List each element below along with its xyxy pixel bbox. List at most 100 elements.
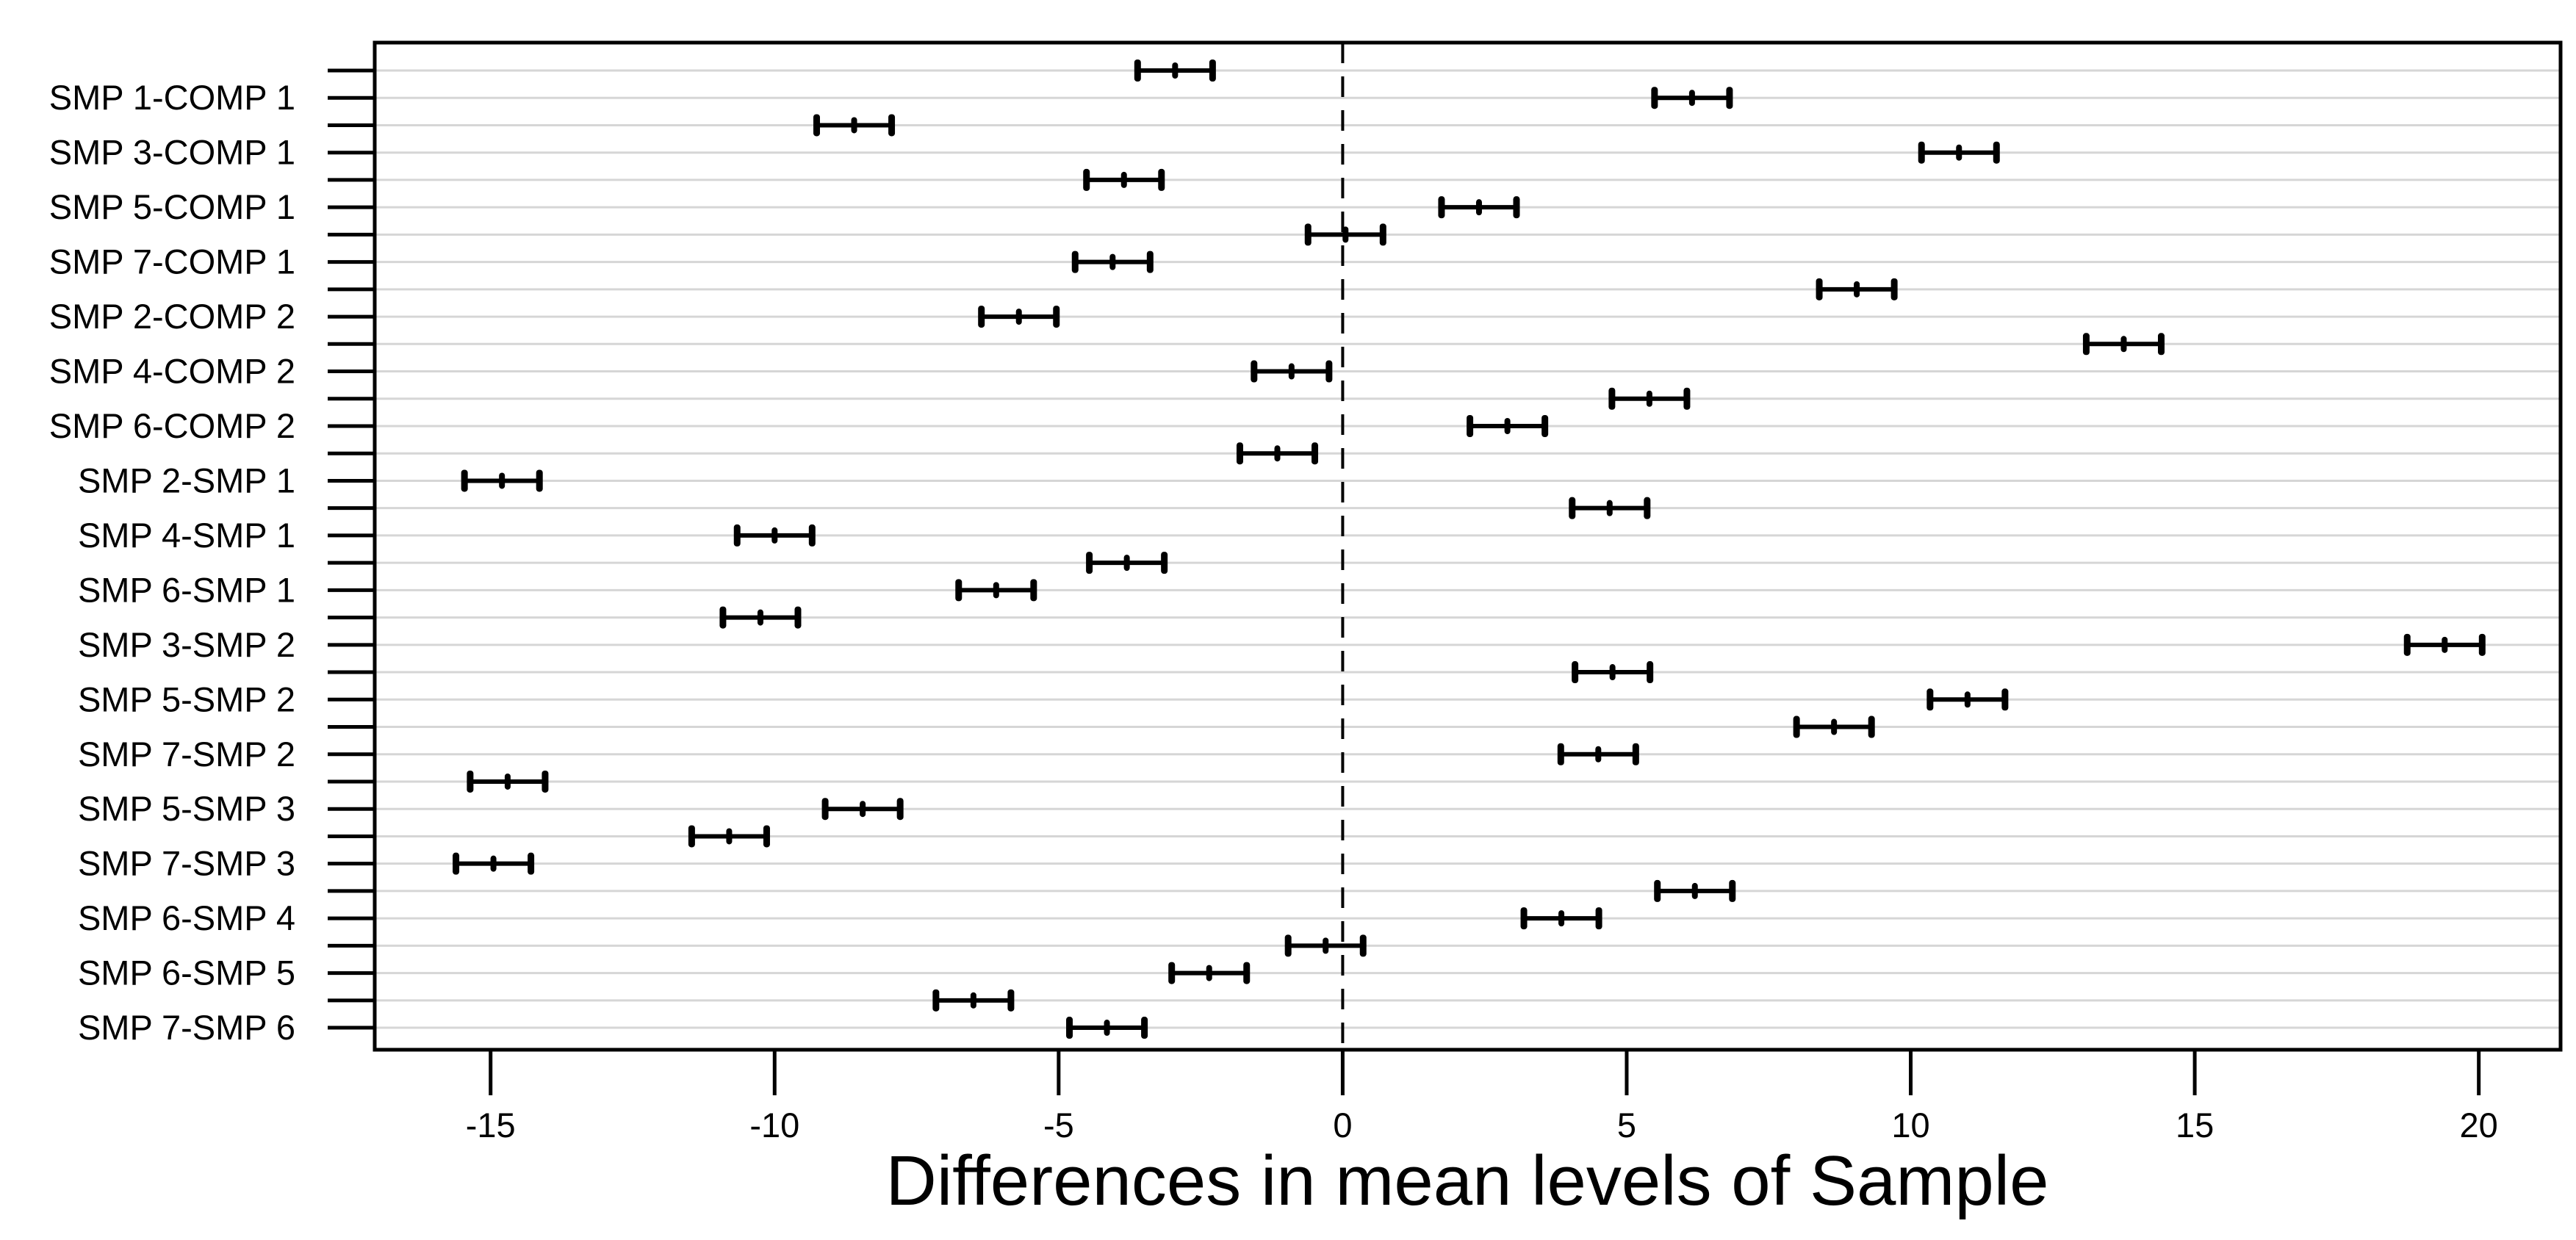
y-axis-label: SMP 7-SMP 2: [78, 735, 295, 774]
interval-lower-cap: [1251, 360, 1258, 383]
gridlines-layer: [375, 69, 2561, 1029]
y-axis-label: SMP 7-SMP 6: [78, 1008, 295, 1047]
interval-center-marker: [1288, 363, 1295, 380]
interval-upper-cap: [1644, 497, 1651, 519]
interval-upper-cap: [1683, 387, 1691, 410]
interval-row: [813, 114, 896, 137]
interval-center-marker: [851, 117, 857, 134]
interval-row: [1926, 688, 2009, 711]
interval-row: [2403, 633, 2486, 656]
interval-row: [1083, 168, 1165, 191]
interval-center-marker: [1109, 253, 1116, 270]
y-axis-label: SMP 7-SMP 3: [78, 844, 295, 883]
interval-row: [719, 606, 802, 629]
y-axis-label: SMP 3-SMP 2: [78, 625, 295, 664]
interval-upper-cap: [1312, 442, 1319, 465]
interval-center-marker: [1274, 445, 1281, 462]
interval-center-marker: [970, 992, 976, 1009]
interval-row: [1793, 715, 1875, 738]
interval-lower-cap: [461, 469, 468, 492]
interval-center-marker: [1172, 62, 1179, 79]
interval-upper-cap: [1359, 934, 1367, 957]
interval-upper-cap: [896, 798, 904, 821]
interval-upper-cap: [528, 852, 535, 875]
y-axis-label: SMP 3-COMP 1: [49, 133, 295, 172]
interval-row: [467, 770, 549, 793]
intervals-layer: [453, 60, 2486, 1039]
interval-upper-cap: [1243, 962, 1251, 984]
x-axis-title: Differences in mean levels of Sample: [885, 1142, 2048, 1220]
interval-center-marker: [1595, 746, 1602, 763]
y-axis-label: SMP 6-COMP 2: [49, 406, 295, 445]
interval-lower-cap: [1467, 414, 1474, 437]
interval-upper-cap: [2157, 333, 2165, 356]
interval-row: [1168, 962, 1251, 984]
interval-row: [1816, 278, 1898, 300]
interval-row: [1284, 934, 1367, 957]
interval-lower-cap: [955, 579, 963, 602]
interval-lower-cap: [1066, 1017, 1073, 1039]
interval-row: [1438, 196, 1520, 219]
interval-row: [1651, 87, 1733, 109]
interval-center-marker: [771, 527, 778, 544]
y-axis-label: SMP 1-COMP 1: [49, 78, 295, 117]
interval-row: [932, 989, 1015, 1012]
interval-lower-cap: [1918, 141, 1925, 164]
interval-row: [453, 852, 535, 875]
interval-upper-cap: [2001, 688, 2009, 711]
interval-lower-cap: [1816, 278, 1823, 300]
y-axis-label: SMP 5-COMP 1: [49, 187, 295, 226]
interval-upper-cap: [2478, 633, 2486, 656]
interval-row: [1134, 60, 1216, 82]
interval-center-marker: [860, 801, 866, 818]
interval-center-marker: [1015, 309, 1022, 325]
interval-upper-cap: [1141, 1017, 1148, 1039]
interval-center-marker: [726, 828, 733, 845]
interval-upper-cap: [536, 469, 543, 492]
interval-center-marker: [1342, 226, 1349, 243]
interval-center-marker: [1646, 390, 1652, 407]
interval-row: [688, 825, 770, 848]
interval-upper-cap: [808, 524, 816, 547]
interval-lower-cap: [1569, 497, 1576, 519]
interval-upper-cap: [888, 114, 896, 137]
interval-center-marker: [1558, 910, 1565, 927]
interval-lower-cap: [1793, 715, 1800, 738]
interval-center-marker: [2442, 636, 2448, 653]
interval-row: [821, 798, 904, 821]
interval-row: [461, 469, 543, 492]
interval-center-marker: [504, 773, 511, 790]
interval-center-marker: [1606, 500, 1613, 516]
x-axis-tick-label: 5: [1617, 1106, 1636, 1145]
y-axis-label: SMP 5-SMP 3: [78, 789, 295, 828]
interval-row: [1654, 879, 1736, 902]
interval-lower-cap: [1520, 907, 1528, 930]
interval-center-marker: [499, 472, 506, 489]
plot-border: [373, 40, 2563, 1052]
y-axis-label: SMP 4-SMP 1: [78, 516, 295, 555]
interval-center-marker: [1475, 199, 1482, 216]
x-axis-tick-label: -10: [749, 1106, 799, 1145]
interval-center-marker: [1206, 965, 1212, 981]
interval-upper-cap: [1379, 223, 1386, 246]
interval-upper-cap: [1325, 360, 1333, 383]
interval-lower-cap: [1572, 661, 1579, 684]
interval-row: [1236, 442, 1319, 465]
interval-upper-cap: [1541, 414, 1549, 437]
y-axis-label: SMP 4-COMP 2: [49, 352, 295, 391]
interval-upper-cap: [1726, 87, 1733, 109]
interval-upper-cap: [1868, 715, 1875, 738]
interval-lower-cap: [2403, 633, 2411, 656]
interval-upper-cap: [1595, 907, 1602, 930]
interval-center-marker: [1964, 691, 1971, 708]
interval-center-marker: [2120, 336, 2127, 353]
x-axis-tick-label: 0: [1333, 1106, 1352, 1145]
interval-lower-cap: [1168, 962, 1176, 984]
interval-lower-cap: [1608, 387, 1616, 410]
interval-upper-cap: [1993, 141, 2000, 164]
interval-row: [1557, 743, 1639, 765]
interval-row: [1086, 552, 1168, 574]
interval-upper-cap: [1209, 60, 1216, 82]
interval-upper-cap: [794, 606, 802, 629]
